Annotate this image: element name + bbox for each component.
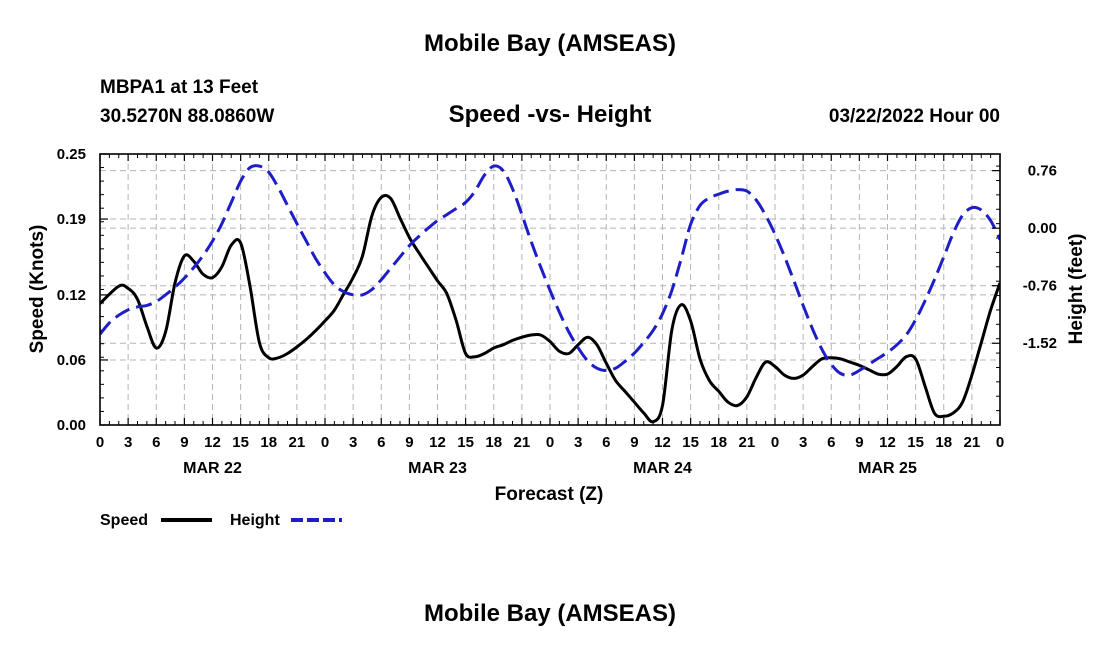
x-tick-label: 21: [289, 434, 306, 451]
legend: Speed Height: [100, 512, 342, 529]
y-tick-label: 0.19: [57, 211, 86, 228]
y2-tick-label: 0.76: [1028, 163, 1057, 180]
y2-axis-label: Height (feet): [1066, 234, 1087, 345]
y-axis-label: Speed (Knots): [27, 225, 48, 354]
x-tick-label: 3: [124, 434, 132, 451]
x-tick-label: 6: [827, 434, 835, 451]
x-tick-label: 6: [377, 434, 385, 451]
legend-height-label: Height: [230, 512, 280, 529]
x-tick-label: 18: [485, 434, 502, 451]
y-tick-label: 0.00: [57, 417, 86, 434]
x-axis-ticks: 0 3 6 9 12 15 18 21 0 3 6 9 12 15 18 21 0 3 6 9 12 15 18 21 0 3 6 9…: [96, 154, 1004, 451]
x-tick-label: 15: [682, 434, 699, 451]
x-tick-label: 12: [429, 434, 446, 451]
y2-tick-label: -1.52: [1023, 335, 1057, 352]
legend-speed-label: Speed: [100, 512, 148, 529]
y2-tick-label: 0.00: [1028, 220, 1057, 237]
chart-subtitle: Speed -vs- Height: [448, 101, 652, 128]
x-tick-label: 6: [602, 434, 610, 451]
x-tick-label: 15: [232, 434, 249, 451]
y2-tick-label: -0.76: [1023, 278, 1057, 295]
x-tick-label: 21: [964, 434, 981, 451]
x-tick-label: 9: [630, 434, 638, 451]
x-tick-label: 12: [654, 434, 671, 451]
x-tick-label: 3: [349, 434, 357, 451]
series-group: [100, 164, 1000, 424]
x-tick-label: 3: [799, 434, 807, 451]
x-tick-label: 18: [260, 434, 277, 451]
y2-axis-ticks: -1.52 -0.76 0.00 0.76: [992, 163, 1057, 352]
x-day-label: MAR 24: [633, 460, 692, 477]
x-tick-label: 18: [935, 434, 952, 451]
x-tick-label: 6: [152, 434, 160, 451]
x-tick-label: 9: [405, 434, 413, 451]
x-tick-label: 0: [771, 434, 779, 451]
x-tick-label: 21: [739, 434, 756, 451]
x-tick-label: 18: [710, 434, 727, 451]
bottom-title: Mobile Bay (AMSEAS): [423, 600, 677, 627]
chart-main-title: Mobile Bay (AMSEAS): [423, 30, 677, 57]
x-tick-label: 3: [574, 434, 582, 451]
x-day-label: MAR 22: [183, 460, 242, 477]
y-tick-label: 0.25: [57, 146, 86, 163]
y-tick-label: 0.06: [57, 352, 86, 369]
x-tick-label: 12: [879, 434, 896, 451]
x-tick-label: 15: [907, 434, 924, 451]
station-coordinates: 30.5270N 88.0860W: [100, 106, 275, 127]
x-axis-label: Forecast (Z): [495, 484, 604, 505]
x-tick-label: 12: [204, 434, 221, 451]
x-tick-label: 15: [457, 434, 474, 451]
x-tick-label: 0: [546, 434, 554, 451]
x-tick-label: 21: [514, 434, 531, 451]
x-tick-label: 0: [321, 434, 329, 451]
x-tick-label: 0: [996, 434, 1004, 451]
x-axis-day-labels: MAR 22 MAR 23 MAR 24 MAR 25: [183, 460, 917, 477]
y-axis-ticks: 0.00 0.06 0.12 0.19 0.25: [57, 146, 108, 434]
speed-series-line: [100, 194, 1000, 424]
forecast-datetime: 03/22/2022 Hour 00: [828, 106, 1000, 127]
height-series-line: [100, 164, 1000, 377]
station-label: MBPA1 at 13 Feet: [100, 77, 259, 98]
x-tick-label: 0: [96, 434, 104, 451]
y-tick-label: 0.12: [57, 287, 86, 304]
x-tick-label: 9: [855, 434, 863, 451]
x-tick-label: 9: [180, 434, 188, 451]
x-day-label: MAR 23: [408, 460, 467, 477]
x-day-label: MAR 25: [858, 460, 917, 477]
